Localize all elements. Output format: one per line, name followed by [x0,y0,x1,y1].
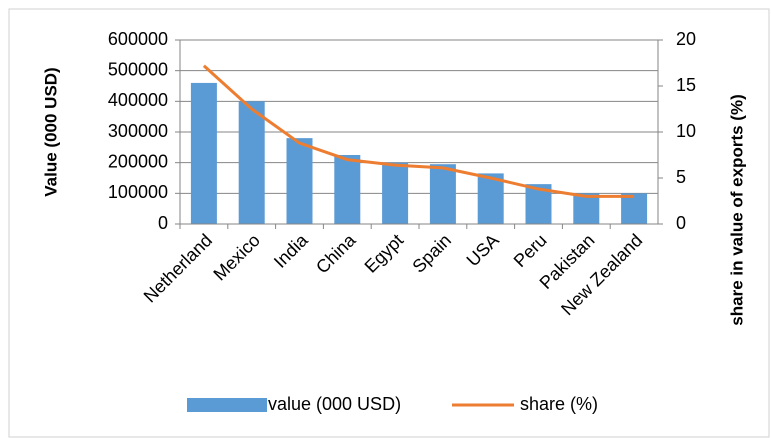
bar [477,173,504,224]
y-tick-label: 300000 [108,121,168,141]
y-tick-label: 100000 [108,182,168,202]
legend-label: value (000 USD) [268,394,401,414]
y2-tick-label: 15 [676,75,696,95]
y-tick-label: 400000 [108,90,168,110]
bar [429,164,456,224]
bar [573,193,600,224]
bar [334,155,361,224]
y2-axis-title: share in value of exports (%) [727,94,746,325]
y-axis-title: Value (000 USD) [41,67,60,196]
bar [286,138,313,224]
y-tick-label: 500000 [108,59,168,79]
line [202,64,635,198]
y2-tick-label: 5 [676,167,686,187]
bar [190,82,217,224]
y-tick-label: 200000 [108,151,168,171]
bar [382,162,409,224]
y2-tick-label: 10 [676,121,696,141]
y2-tick-label: 0 [676,213,686,233]
legend-label: share (%) [520,394,598,414]
y-tick-label: 0 [158,213,168,233]
y-tick-label: 600000 [108,29,168,49]
bar [238,101,265,224]
y2-tick-label: 20 [676,29,696,49]
legend-swatch [187,398,267,412]
bar [621,193,648,224]
